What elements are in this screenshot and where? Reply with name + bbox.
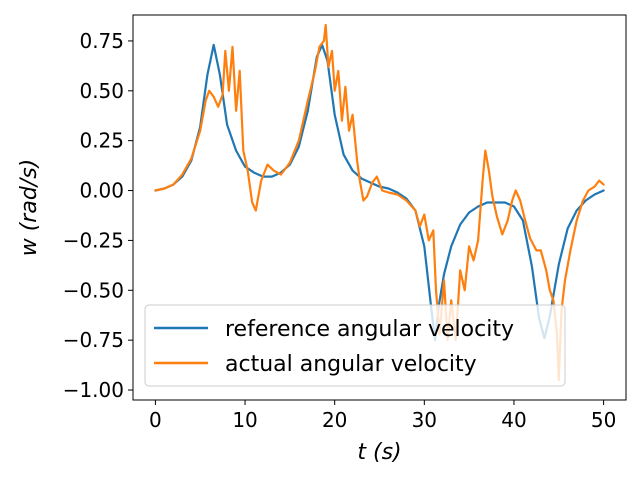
x-tick-label: 40	[501, 408, 526, 432]
legend-label: actual angular velocity	[225, 352, 477, 377]
y-tick-label: 0.25	[79, 129, 124, 153]
y-tick-label: −1.00	[63, 378, 124, 402]
y-tick-label: −0.25	[63, 228, 124, 252]
series-layer	[154, 23, 605, 382]
x-tick-label: 0	[149, 408, 162, 432]
y-axis-label: w (rad/s)	[17, 159, 42, 257]
plot-frame	[132, 14, 627, 401]
x-tick-label: 10	[232, 408, 257, 432]
x-tick-label: 30	[412, 408, 437, 432]
legend-label: reference angular velocity	[225, 317, 514, 342]
y-tick-label: 0.00	[79, 179, 124, 203]
ticks-layer: 0 10 20 30 40 50 0.75 0.50 0.25 0.00 −0.25 −0.50 −0.…	[63, 29, 617, 432]
y-tick-label: −0.50	[63, 278, 124, 302]
legend: reference angular velocity actual angular…	[144, 304, 566, 387]
x-tick-label: 20	[322, 408, 347, 432]
series-line-reference	[154, 43, 605, 342]
y-tick-label: 0.75	[79, 29, 124, 53]
y-tick-label: 0.50	[79, 79, 124, 103]
series-line-actual	[154, 23, 605, 382]
x-tick-label: 50	[591, 408, 616, 432]
x-axis-label: t (s)	[357, 440, 401, 465]
y-tick-label: −0.75	[63, 328, 124, 352]
legend-box	[144, 304, 566, 387]
